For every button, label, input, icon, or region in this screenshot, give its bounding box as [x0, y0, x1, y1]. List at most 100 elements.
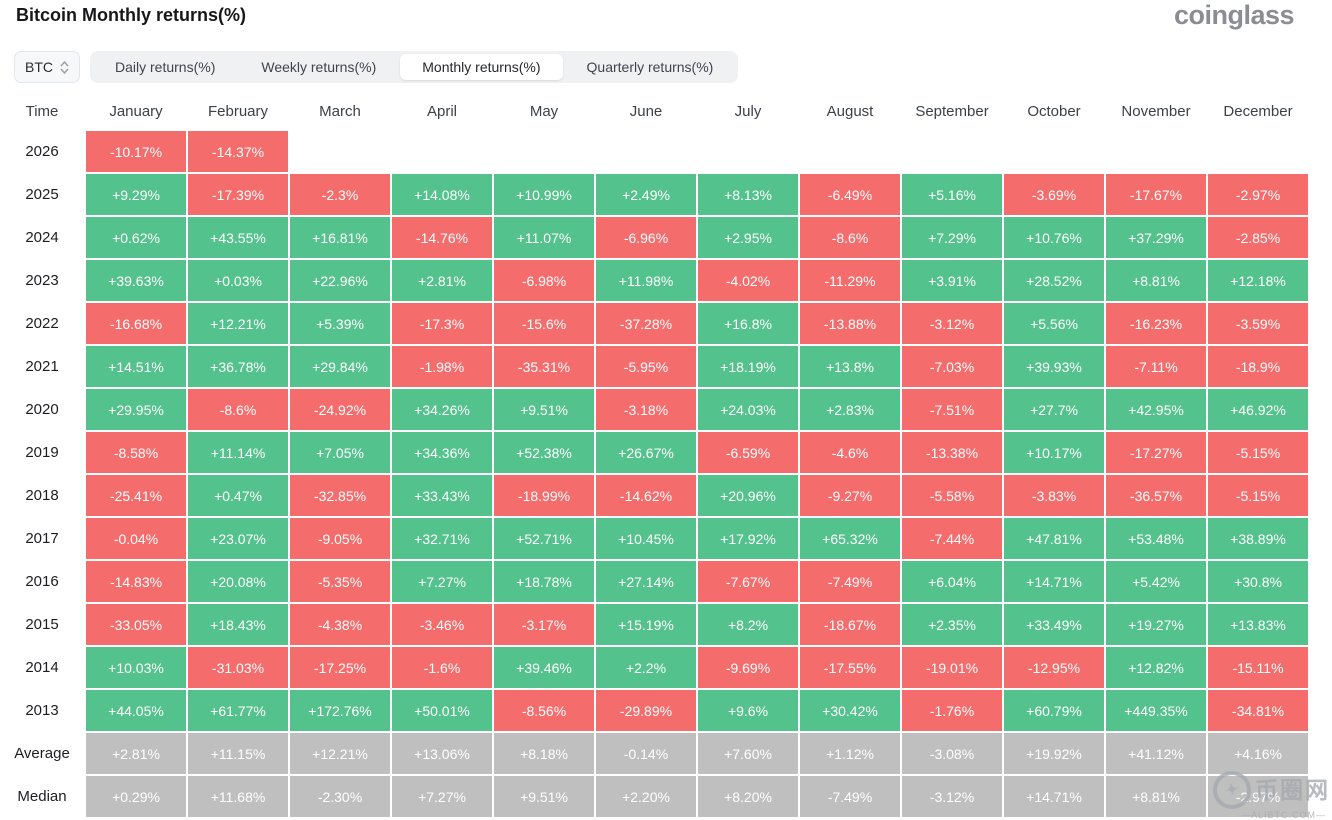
- return-cell: +20.08%: [188, 561, 288, 602]
- return-cell: -8.58%: [86, 432, 186, 473]
- return-cell: -10.17%: [86, 131, 186, 172]
- return-cell: [902, 131, 1002, 172]
- return-cell: -15.6%: [494, 303, 594, 344]
- return-cell: +15.19%: [596, 604, 696, 645]
- return-cell: +32.71%: [392, 518, 492, 559]
- return-cell: +11.68%: [188, 776, 288, 817]
- return-cell: -7.49%: [800, 776, 900, 817]
- return-cell: -7.11%: [1106, 346, 1206, 387]
- row-label: 2019: [25, 444, 59, 461]
- row-label: 2018: [25, 487, 59, 504]
- return-cell: -5.95%: [596, 346, 696, 387]
- return-cell: +16.8%: [698, 303, 798, 344]
- return-cell: +10.99%: [494, 174, 594, 215]
- return-cell: +18.78%: [494, 561, 594, 602]
- return-cell: +3.91%: [902, 260, 1002, 301]
- return-cell: +26.67%: [596, 432, 696, 473]
- return-cell: +33.49%: [1004, 604, 1104, 645]
- return-cell: -3.12%: [902, 303, 1002, 344]
- return-cell: -4.38%: [290, 604, 390, 645]
- row-label: 2022: [25, 315, 59, 332]
- return-cell: +10.76%: [1004, 217, 1104, 258]
- return-cell: -37.28%: [596, 303, 696, 344]
- return-cell: -17.27%: [1106, 432, 1206, 473]
- return-cell: +2.2%: [596, 647, 696, 688]
- return-cell: +12.21%: [188, 303, 288, 344]
- month-column-header: July: [734, 102, 762, 120]
- return-cell: +11.07%: [494, 217, 594, 258]
- return-cell: +8.2%: [698, 604, 798, 645]
- tab-daily-returns[interactable]: Daily returns(%): [115, 59, 216, 75]
- return-cell: -1.76%: [902, 690, 1002, 731]
- return-cell: +22.96%: [290, 260, 390, 301]
- return-cell: -13.38%: [902, 432, 1002, 473]
- return-cell: +8.81%: [1106, 260, 1206, 301]
- return-cell: +7.29%: [902, 217, 1002, 258]
- return-cell: -29.89%: [596, 690, 696, 731]
- month-column-header: September: [915, 102, 989, 120]
- month-column-header: March: [319, 102, 361, 120]
- return-cell: +19.92%: [1004, 733, 1104, 774]
- return-cell: -13.88%: [800, 303, 900, 344]
- return-cell: +2.83%: [800, 389, 900, 430]
- return-cell: -3.08%: [902, 733, 1002, 774]
- page-title: Bitcoin Monthly returns(%): [16, 5, 246, 25]
- return-cell: -3.83%: [1004, 475, 1104, 516]
- return-cell: [290, 131, 390, 172]
- return-cell: +9.51%: [494, 776, 594, 817]
- return-cell: -15.11%: [1208, 647, 1308, 688]
- tab-weekly-returns[interactable]: Weekly returns(%): [261, 59, 377, 75]
- return-cell: +0.47%: [188, 475, 288, 516]
- return-cell: -9.27%: [800, 475, 900, 516]
- return-cell: [1106, 131, 1206, 172]
- return-cell: +2.20%: [596, 776, 696, 817]
- return-cell: -7.67%: [698, 561, 798, 602]
- return-cell: -0.14%: [596, 733, 696, 774]
- return-cell: +14.71%: [1004, 561, 1104, 602]
- symbol-select[interactable]: BTC: [14, 51, 80, 83]
- return-cell: -7.44%: [902, 518, 1002, 559]
- return-cell: [800, 131, 900, 172]
- return-cell: +449.35%: [1106, 690, 1206, 731]
- return-cell: +36.78%: [188, 346, 288, 387]
- return-cell: +17.92%: [698, 518, 798, 559]
- return-cell: -11.29%: [800, 260, 900, 301]
- return-cell: +8.20%: [698, 776, 798, 817]
- return-cell: +27.7%: [1004, 389, 1104, 430]
- return-cell: -2.3%: [290, 174, 390, 215]
- return-cell: -9.69%: [698, 647, 798, 688]
- row-label: 2016: [25, 573, 59, 590]
- return-cell: +39.93%: [1004, 346, 1104, 387]
- return-cell: +42.95%: [1106, 389, 1206, 430]
- return-cell: -31.03%: [188, 647, 288, 688]
- return-cell: -25.41%: [86, 475, 186, 516]
- row-label: 2015: [25, 616, 59, 633]
- return-cell: -7.51%: [902, 389, 1002, 430]
- return-cell: -16.68%: [86, 303, 186, 344]
- return-cell: +65.32%: [800, 518, 900, 559]
- return-cell: -2.30%: [290, 776, 390, 817]
- return-cell: +2.95%: [698, 217, 798, 258]
- return-cell: -24.92%: [290, 389, 390, 430]
- return-cell: +8.81%: [1106, 776, 1206, 817]
- return-cell: +53.48%: [1106, 518, 1206, 559]
- return-cell: -7.03%: [902, 346, 1002, 387]
- return-cell: +5.42%: [1106, 561, 1206, 602]
- return-cell: +7.27%: [392, 561, 492, 602]
- return-cell: +12.18%: [1208, 260, 1308, 301]
- tab-quarterly-returns[interactable]: Quarterly returns(%): [586, 59, 714, 75]
- return-cell: -5.15%: [1208, 475, 1308, 516]
- return-cell: +9.29%: [86, 174, 186, 215]
- return-cell: -18.99%: [494, 475, 594, 516]
- return-cell: +24.03%: [698, 389, 798, 430]
- return-cell: +38.89%: [1208, 518, 1308, 559]
- return-cell: -6.49%: [800, 174, 900, 215]
- return-cell: [1208, 131, 1308, 172]
- return-cell: -36.57%: [1106, 475, 1206, 516]
- return-cell: -2.85%: [1208, 217, 1308, 258]
- return-cell: +2.35%: [902, 604, 1002, 645]
- tab-monthly-returns[interactable]: Monthly returns(%): [400, 54, 563, 80]
- row-label: 2013: [25, 702, 59, 719]
- month-column-header: December: [1223, 102, 1293, 120]
- chevron-up-down-icon: [60, 60, 69, 74]
